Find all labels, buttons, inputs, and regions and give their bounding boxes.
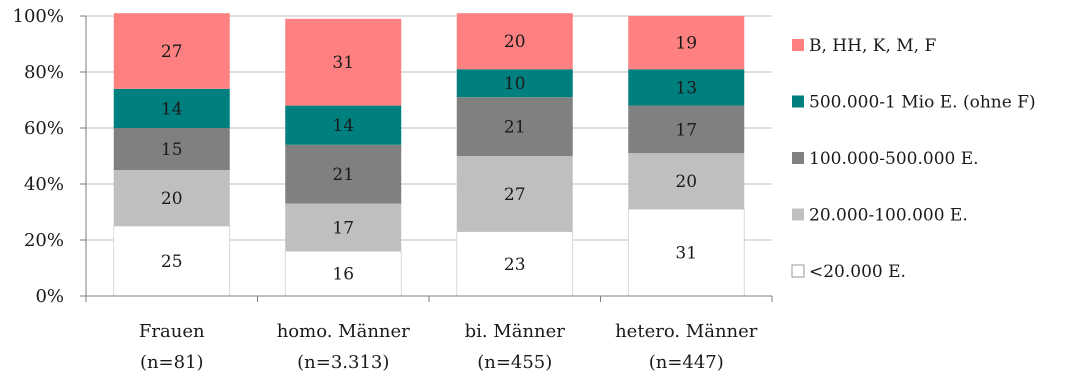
data-label: 25 [161, 252, 183, 272]
axes [80, 15, 773, 302]
x-category-label: bi. Männer [465, 321, 566, 342]
y-tick-labels: 0% 20% 40% 60% 80% 100% [13, 6, 64, 307]
data-label: 21 [332, 165, 354, 185]
bar-segment [113, 88, 230, 128]
data-label: 14 [161, 99, 183, 119]
data-label: 27 [161, 42, 183, 62]
bar-segment [285, 203, 402, 252]
y-tick-label: 0% [35, 286, 64, 307]
bar-segment [285, 144, 402, 204]
bar-segment [113, 170, 230, 226]
bar-segment [456, 231, 574, 297]
legend-swatch [792, 95, 804, 108]
legend-label: 20.000-100.000 E. [809, 206, 968, 226]
bar-segment [113, 13, 230, 89]
legend-label: B, HH, K, M, F [809, 36, 936, 56]
bar-segment [627, 208, 745, 297]
data-label: 10 [504, 74, 526, 94]
data-label: 27 [504, 185, 526, 205]
legend-swatch [792, 152, 804, 164]
x-category-label: (n=3.313) [297, 352, 389, 373]
x-category-label: (n=455) [477, 352, 552, 373]
bar-segment [456, 13, 573, 70]
data-label: 31 [675, 244, 697, 264]
bar-segment [628, 69, 745, 106]
x-category-labels: Frauen (n=81) homo. Männer (n=3.313) bi. Män… [139, 321, 758, 373]
bar-segment [456, 97, 573, 156]
data-label: 16 [332, 265, 354, 285]
bar-segment [285, 18, 402, 106]
bar-segment [456, 156, 573, 232]
data-label: 20 [675, 172, 697, 192]
bar-segment [456, 69, 573, 98]
data-label: 14 [332, 116, 354, 136]
legend: B, HH, K, M, F 500.000-1 Mio E. (ohne F) 1… [791, 36, 1036, 282]
legend-label: 100.000-500.000 E. [809, 149, 979, 169]
x-category-label: homo. Männer [277, 321, 410, 342]
bar-segment [285, 105, 402, 145]
bar-segment [628, 105, 745, 154]
data-label: 20 [504, 32, 526, 52]
bar-segment [113, 225, 231, 297]
legend-swatch [792, 39, 804, 51]
data-label: 21 [504, 118, 526, 138]
data-label: 13 [675, 78, 697, 98]
legend-label: <20.000 E. [809, 262, 906, 282]
data-label: 17 [332, 218, 354, 238]
bar-segment [628, 16, 745, 70]
x-category-label: hetero. Männer [615, 321, 758, 342]
legend-swatch [791, 264, 805, 278]
legend-label: 500.000-1 Mio E. (ohne F) [809, 93, 1036, 113]
y-tick-label: 60% [24, 118, 64, 139]
data-label: 23 [504, 255, 526, 275]
legend-swatch [792, 208, 804, 221]
y-tick-label: 40% [24, 174, 64, 195]
data-label: 17 [675, 120, 697, 140]
y-tick-label: 100% [13, 6, 64, 27]
x-category-label: (n=447) [649, 352, 724, 373]
data-label: 19 [675, 34, 697, 54]
data-label: 15 [161, 140, 183, 160]
bar-segment [628, 153, 745, 210]
y-tick-label: 80% [24, 62, 64, 83]
bar-segment [284, 250, 402, 297]
bars: 25 20 15 14 27 16 17 21 14 31 23 27 21 10 20 31 20 17 13 19 [113, 13, 745, 297]
x-category-label: (n=81) [140, 352, 204, 373]
y-tick-label: 20% [24, 230, 64, 251]
x-category-label: Frauen [139, 321, 205, 342]
bar-segment [113, 128, 230, 170]
data-label: 20 [161, 189, 183, 209]
data-label: 31 [332, 53, 354, 73]
